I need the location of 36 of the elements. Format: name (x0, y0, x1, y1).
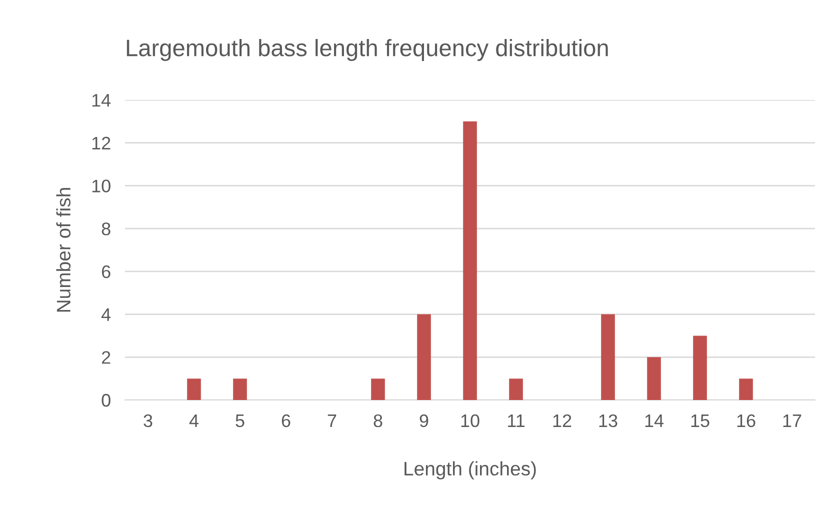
x-axis-title: Length (inches) (404, 461, 536, 480)
bar (371, 378, 385, 400)
x-tick-label: 14 (645, 414, 664, 427)
bar (647, 357, 661, 400)
bar (187, 378, 201, 400)
bar (601, 314, 615, 400)
x-tick-label: 17 (783, 414, 802, 427)
y-tick-label: 0 (102, 394, 110, 407)
x-tick-label: 4 (189, 414, 198, 427)
x-tick-label: 13 (599, 414, 618, 428)
x-tick-label: 8 (374, 414, 382, 428)
y-tick-label: 8 (102, 222, 110, 236)
x-tick-label: 3 (144, 414, 152, 428)
x-tick-label: 5 (236, 414, 244, 428)
x-tick-label: 16 (737, 414, 756, 428)
y-axis-title: Number of fish (56, 188, 71, 312)
x-tick-label: 15 (691, 414, 710, 428)
x-tick-label: 11 (508, 414, 524, 427)
y-tick-label: 2 (102, 351, 110, 364)
x-tick-label: 10 (461, 414, 480, 428)
y-tick-label: 4 (101, 308, 111, 321)
y-tick-label: 6 (102, 265, 110, 278)
y-tick-label: 10 (92, 180, 110, 192)
chart-title: Largemouth bass length frequency distribution (126, 38, 608, 62)
bar (509, 378, 523, 400)
x-tick-label: 12 (553, 414, 572, 427)
bar (417, 314, 431, 400)
y-tick-label: 14 (92, 94, 111, 107)
x-tick-label: 7 (328, 414, 336, 427)
bar (739, 378, 753, 400)
bar (693, 336, 707, 400)
x-tick-label: 6 (282, 414, 290, 428)
bar (233, 378, 247, 400)
bar (463, 121, 477, 400)
y-tick-label: 12 (92, 136, 110, 150)
x-tick-label: 9 (420, 414, 428, 428)
